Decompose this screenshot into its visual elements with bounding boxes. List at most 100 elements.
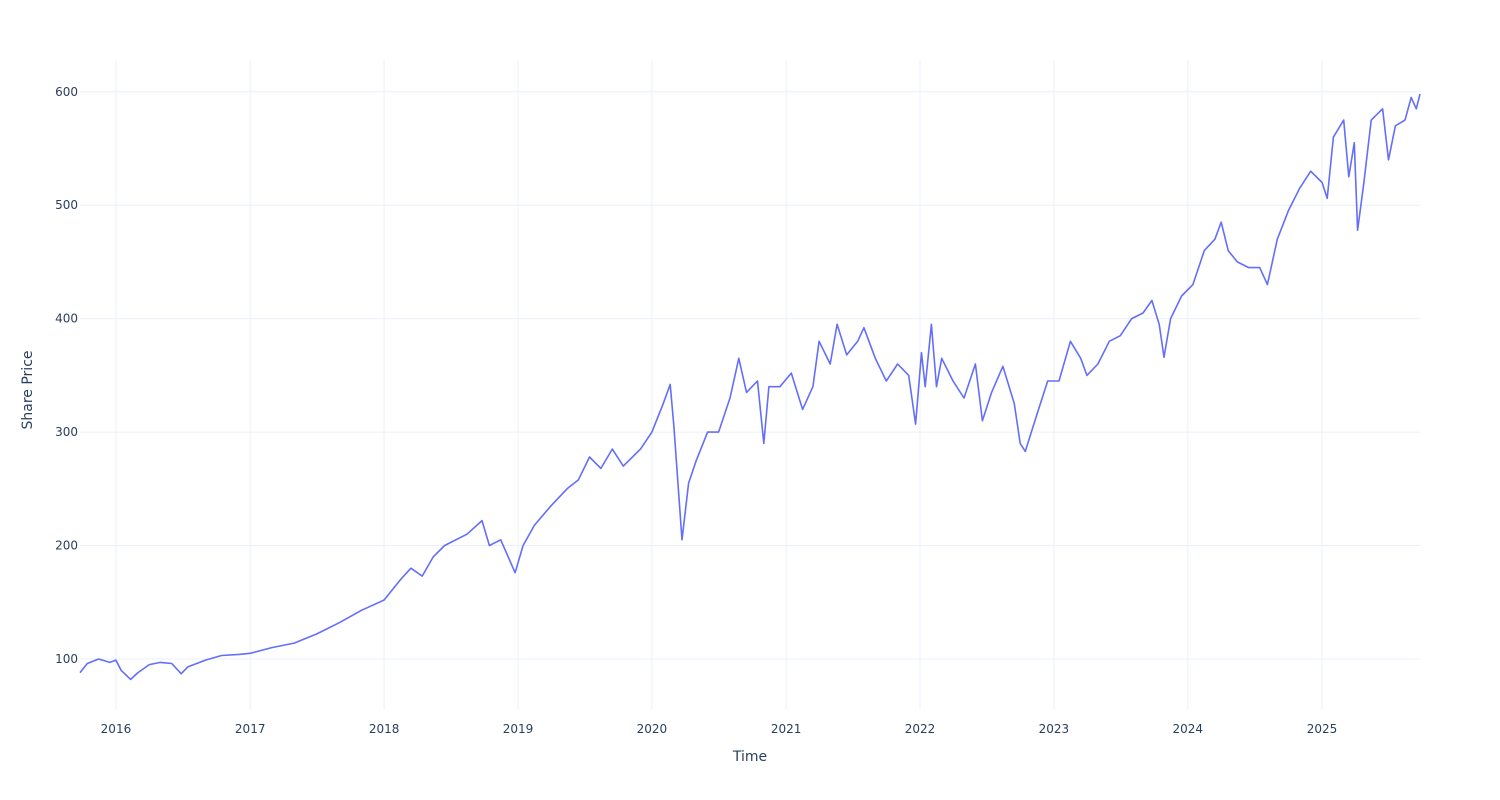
x-tick-label: 2024 [1173,722,1204,736]
data-point [935,386,937,388]
data-point [1387,159,1389,161]
data-point [908,374,910,376]
data-point [1080,357,1082,359]
data-point [812,386,814,388]
y-axis-title: Share Price [20,350,36,429]
data-point [550,505,552,507]
data-point [1151,299,1153,301]
data-point [1227,249,1229,251]
data-point [220,654,222,656]
data-point [846,354,848,356]
data-point [1419,93,1421,95]
data-point [639,448,641,450]
x-tick-label: 2021 [771,722,802,736]
y-tick-label: 400 [55,312,78,326]
data-point [533,524,535,526]
data-point [1097,363,1099,365]
data-point [836,323,838,325]
data-point [885,380,887,382]
data-point [1163,356,1165,358]
data-point [779,386,781,388]
data-point [930,323,932,325]
data-point [611,448,613,450]
data-point [148,663,150,665]
data-point [79,671,81,673]
data-point [729,397,731,399]
data-point [238,653,240,655]
data-point [695,459,697,461]
data-point [673,425,675,427]
data-point [466,533,468,535]
y-gridlines [80,91,1420,660]
data-point [171,662,173,664]
data-point [1142,312,1144,314]
data-point [1370,119,1372,121]
data-point [896,363,898,365]
data-point [1394,125,1396,127]
y-tick-label: 100 [55,652,78,666]
data-point [1321,181,1323,183]
data-point [338,622,340,624]
data-point [756,380,758,382]
data-point [1248,266,1250,268]
data-point [129,678,131,680]
data-point [1058,380,1060,382]
series-line-0 [79,93,1421,681]
data-point [204,659,206,661]
data-point [1259,266,1261,268]
data-point [738,357,740,359]
data-point [1287,210,1289,212]
data-point [1236,261,1238,263]
data-point [1158,323,1160,325]
data-point [1310,170,1312,172]
data-point [588,456,590,458]
data-point [941,357,943,359]
data-point [1276,238,1278,240]
data-point [514,572,516,574]
data-point [924,386,926,388]
x-tick-label: 2018 [369,722,400,736]
data-point [488,544,490,546]
data-point [1356,229,1358,231]
x-tick-label: 2022 [905,722,936,736]
data-point [651,431,653,433]
data-point [1047,380,1049,382]
data-point [1332,136,1334,138]
data-point [159,661,161,663]
data-point [1410,96,1412,98]
data-point [1220,221,1222,223]
data-point [600,467,602,469]
data-point [717,431,719,433]
data-point [1381,108,1383,110]
x-tick-label: 2020 [637,722,668,736]
data-point [566,488,568,490]
data-point [577,479,579,481]
data-point [432,556,434,558]
data-point [1119,335,1121,337]
data-point [914,423,916,425]
data-point [1415,108,1417,110]
data-point [1326,197,1328,199]
data-point [421,575,423,577]
data-point [681,539,683,541]
data-point [1180,295,1182,297]
x-tick-label: 2019 [503,722,534,736]
data-point [522,544,524,546]
x-axis-title: Time [732,749,767,765]
y-tick-label: 300 [55,425,78,439]
data-point [920,352,922,354]
data-point [443,544,445,546]
data-point [768,386,770,388]
data-point [1343,119,1345,121]
data-point [1131,317,1133,319]
data-point [1013,403,1015,405]
data-point [383,599,385,601]
data-point [137,671,139,673]
data-point [1086,374,1088,376]
data-point [1348,176,1350,178]
data-point [500,539,502,541]
data-point [963,397,965,399]
data-point [801,408,803,410]
